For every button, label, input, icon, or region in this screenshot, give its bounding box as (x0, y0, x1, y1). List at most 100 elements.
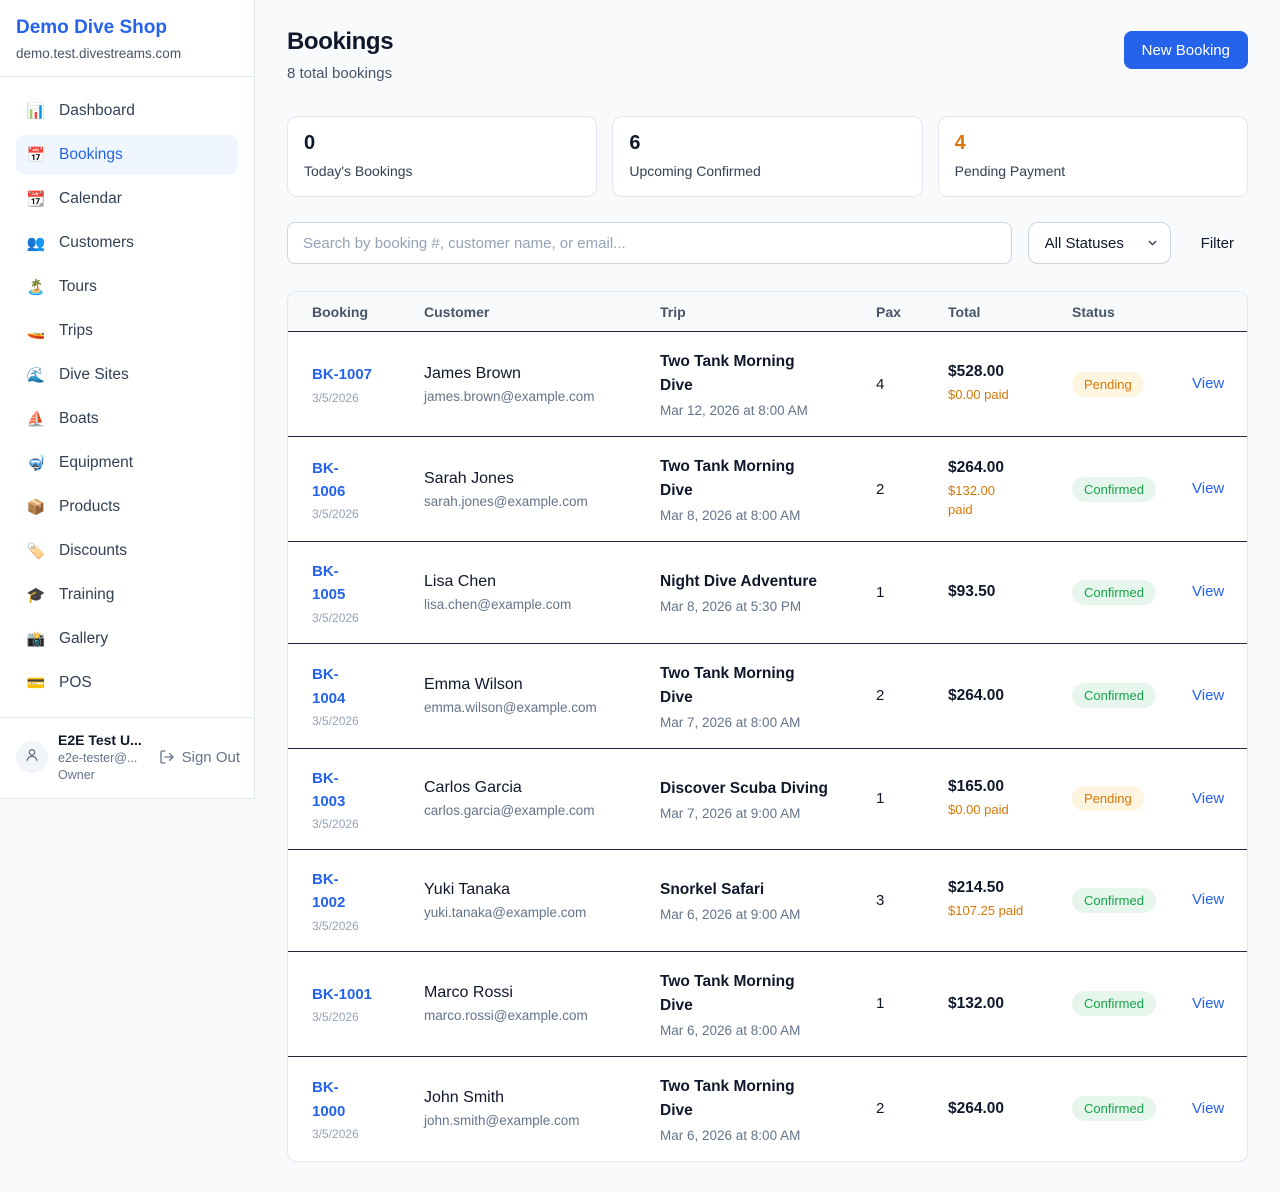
customer-name: Yuki Tanaka (424, 880, 510, 898)
person-icon (24, 747, 40, 768)
status-cell: Confirmed (1072, 476, 1192, 502)
booking-id-link[interactable]: BK- 1006 (312, 459, 346, 501)
total-cell: $165.00 $0.00 paid (948, 778, 1072, 820)
sidebar-item-training[interactable]: 🎓 Training (16, 575, 238, 615)
view-link[interactable]: View (1192, 375, 1225, 393)
table-row: BK-1001 3/5/2026 Marco Rossi marco.rossi… (288, 952, 1247, 1057)
filter-button[interactable]: Filter (1187, 235, 1248, 252)
view-link[interactable]: View (1192, 994, 1225, 1012)
trip-datetime: Mar 6, 2026 at 8:00 AM (660, 1022, 801, 1038)
view-link[interactable]: View (1192, 789, 1225, 807)
booking-id-link[interactable]: BK-1001 (312, 985, 373, 1003)
sidebar-item-label: Boats (59, 410, 99, 427)
booking-id-link[interactable]: BK-1007 (312, 366, 373, 384)
page-title: Bookings (287, 28, 394, 55)
column-header-total: Total (948, 303, 981, 320)
column-header-status: Status (1072, 303, 1115, 320)
total-amount: $264.00 (948, 686, 1005, 704)
filter-controls: All Statuses Filter (287, 222, 1248, 264)
sidebar-item-pos[interactable]: 💳 POS (16, 663, 238, 703)
customer-email: carlos.garcia@example.com (424, 803, 595, 819)
customer-name: Marco Rossi (424, 984, 513, 1002)
trip-name: Two Tank Morning Dive (660, 1077, 795, 1119)
search-input[interactable] (287, 222, 1012, 264)
credit-card-icon: 💳 (26, 674, 46, 692)
user-footer: E2E Test U... e2e-tester@... Owner Sign … (0, 717, 254, 798)
total-amount: $165.00 (948, 777, 1005, 795)
sidebar-item-label: Dive Sites (59, 366, 129, 383)
trip-name: Night Dive Adventure (660, 573, 818, 591)
booking-id-link[interactable]: BK- 1003 (312, 769, 346, 810)
pax-value: 1 (876, 995, 885, 1013)
new-booking-button[interactable]: New Booking (1123, 31, 1248, 69)
booking-cell: BK- 1003 3/5/2026 (312, 767, 424, 832)
diving-mask-icon: 🤿 (26, 454, 46, 472)
sidebar-item-dashboard[interactable]: 📊 Dashboard (16, 91, 238, 131)
status-select-wrap: All Statuses (1027, 222, 1171, 264)
status-badge: Confirmed (1072, 1096, 1156, 1122)
trip-name: Two Tank Morning Dive (660, 353, 795, 395)
booking-date: 3/5/2026 (312, 817, 359, 832)
paid-amount: $0.00 paid (948, 801, 1009, 817)
trip-datetime: Mar 12, 2026 at 8:00 AM (660, 403, 808, 419)
bookings-table: Booking Customer Trip Pax Total Status B… (287, 291, 1248, 1162)
sidebar-item-bookings[interactable]: 📅 Bookings (16, 135, 238, 175)
sidebar-item-gallery[interactable]: 📸 Gallery (16, 619, 238, 659)
view-link[interactable]: View (1192, 686, 1225, 704)
table-row: BK- 1004 3/5/2026 Emma Wilson emma.wilso… (288, 644, 1247, 749)
total-cell: $528.00 $0.00 paid (948, 363, 1072, 405)
sidebar-item-label: Gallery (59, 630, 109, 647)
status-cell: Pending (1072, 786, 1192, 812)
booking-date: 3/5/2026 (312, 390, 359, 405)
sidebar-item-boats[interactable]: ⛵ Boats (16, 399, 238, 439)
brand-name[interactable]: Demo Dive Shop (16, 17, 167, 38)
customer-email: sarah.jones@example.com (424, 493, 588, 509)
sidebar-item-dive-sites[interactable]: 🌊 Dive Sites (16, 355, 238, 395)
trip-datetime: Mar 8, 2026 at 8:00 AM (660, 508, 801, 524)
stat-card: 4 Pending Payment (937, 116, 1248, 197)
pax-value: 1 (876, 583, 885, 601)
sign-out-button[interactable]: Sign Out (159, 749, 240, 766)
booking-cell: BK- 1002 3/5/2026 (312, 868, 424, 933)
customer-email: john.smith@example.com (424, 1113, 580, 1129)
sidebar-item-equipment[interactable]: 🤿 Equipment (16, 443, 238, 483)
table-row: BK- 1006 3/5/2026 Sarah Jones sarah.jone… (288, 437, 1247, 543)
customer-name: Sarah Jones (424, 469, 514, 487)
booking-id-link[interactable]: BK- 1005 (312, 563, 346, 604)
customer-email: yuki.tanaka@example.com (424, 904, 587, 920)
tear-off-calendar-icon: 📆 (26, 190, 46, 208)
customer-name: James Brown (424, 364, 521, 382)
sidebar-item-products[interactable]: 📦 Products (16, 487, 238, 527)
status-select[interactable]: All Statuses (1027, 222, 1171, 264)
booking-date: 3/5/2026 (312, 1010, 359, 1025)
sidebar-item-tours[interactable]: 🏝️ Tours (16, 267, 238, 307)
trip-name: Two Tank Morning Dive (660, 972, 795, 1014)
status-badge: Pending (1072, 786, 1144, 812)
customer-cell: Yuki Tanaka yuki.tanaka@example.com (424, 881, 660, 920)
trip-datetime: Mar 7, 2026 at 8:00 AM (660, 714, 801, 730)
booking-id-link[interactable]: BK- 1000 (312, 1079, 346, 1120)
status-badge: Confirmed (1072, 683, 1156, 709)
sign-out-icon (159, 749, 175, 765)
status-cell: Confirmed (1072, 991, 1192, 1017)
speedboat-icon: 🚤 (26, 322, 46, 340)
booking-id-link[interactable]: BK- 1002 (312, 871, 346, 912)
view-link[interactable]: View (1192, 1099, 1225, 1117)
sidebar-item-label: Tours (59, 278, 97, 295)
tag-icon: 🏷️ (26, 542, 46, 560)
sidebar-item-trips[interactable]: 🚤 Trips (16, 311, 238, 351)
sidebar-item-discounts[interactable]: 🏷️ Discounts (16, 531, 238, 571)
sidebar-item-customers[interactable]: 👥 Customers (16, 223, 238, 263)
status-cell: Pending (1072, 371, 1192, 397)
sidebar-item-calendar[interactable]: 📆 Calendar (16, 179, 238, 219)
customer-cell: Emma Wilson emma.wilson@example.com (424, 676, 660, 715)
customer-cell: Carlos Garcia carlos.garcia@example.com (424, 779, 660, 818)
view-link[interactable]: View (1192, 891, 1225, 909)
booking-id-link[interactable]: BK- 1004 (312, 666, 346, 707)
stat-label: Today's Bookings (304, 163, 413, 179)
view-link[interactable]: View (1192, 480, 1225, 498)
pax-value: 4 (876, 375, 885, 393)
action-cell: View (1192, 891, 1224, 909)
view-link[interactable]: View (1192, 583, 1225, 601)
page-header: Bookings 8 total bookings New Booking (287, 28, 1248, 82)
